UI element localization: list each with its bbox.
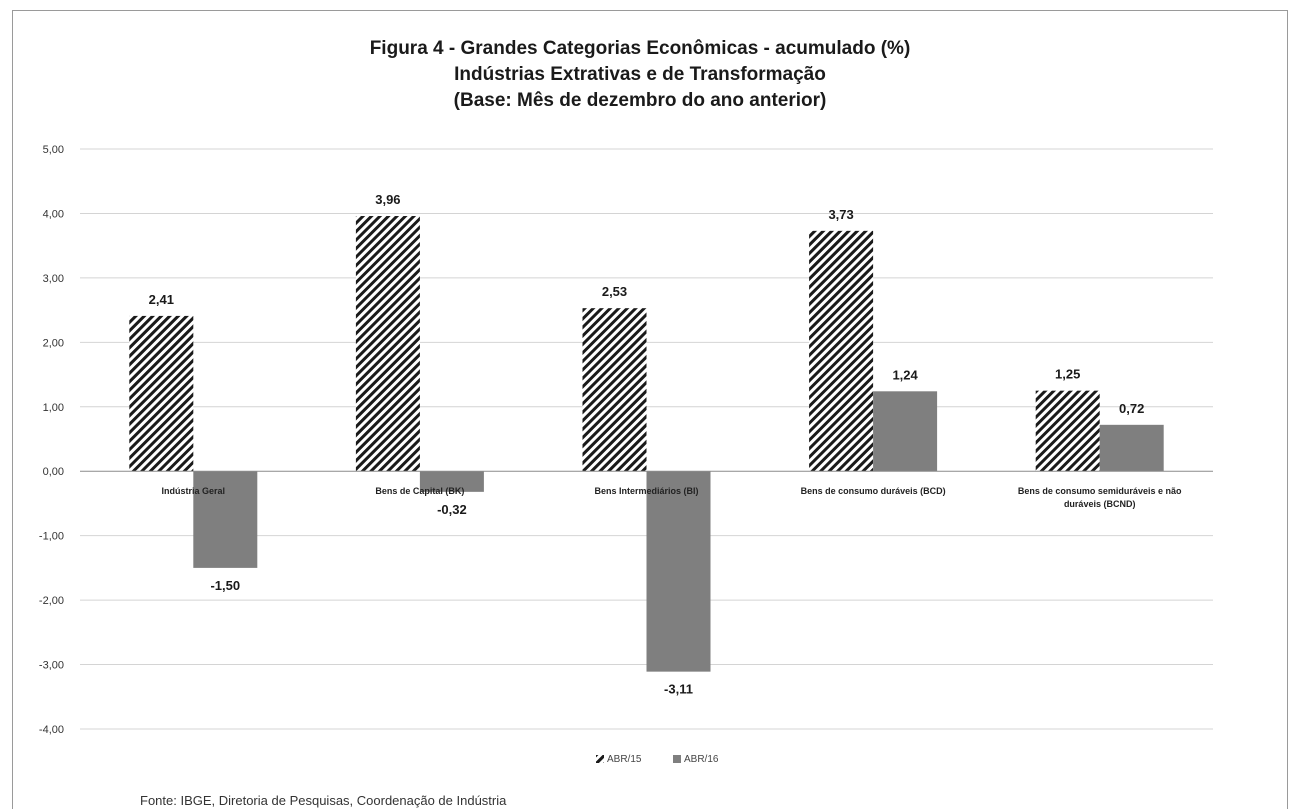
chart-title-line-3: (Base: Mês de dezembro do ano anterior) (453, 90, 827, 111)
data-label: -0,32 (437, 502, 467, 517)
y-axis-ticks: 5,00 4,00 3,00 2,00 1,00 0,00 -1,00 -2,00 -3,00 -… (39, 144, 64, 736)
y-tick-label: 2,00 (43, 337, 64, 349)
chart-frame (12, 10, 1288, 809)
category-label: Bens Intermediários (BI) (594, 486, 698, 496)
category-labels: Indústria Geral Bens de Capital (BK) Bens … (162, 486, 1182, 509)
y-tick-label: 3,00 (43, 273, 64, 285)
category-label: duráveis (BCND) (1064, 499, 1136, 509)
source-note: Fonte: IBGE, Diretoria de Pesquisas, Coo… (140, 793, 507, 808)
category-label: Bens de Capital (BK) (375, 486, 464, 496)
bar-abr15 (129, 315, 194, 472)
legend-label-abr15: ABR/15 (607, 754, 642, 765)
data-label: -3,11 (664, 682, 693, 697)
y-tick-label: -1,00 (39, 531, 64, 543)
bar-abr15 (809, 230, 874, 472)
legend-swatch-abr15 (596, 755, 604, 763)
legend-label-abr16: ABR/16 (684, 754, 719, 765)
legend: ABR/15 ABR/16 (596, 754, 719, 765)
data-label: 1,25 (1055, 367, 1080, 382)
chart-title: Figura 4 - Grandes Categorias Econômicas… (250, 36, 1030, 114)
chart-title-line-1: Figura 4 - Grandes Categorias Econômicas… (369, 38, 911, 59)
y-tick-label: -4,00 (39, 724, 64, 736)
chart-title-line-2: Indústrias Extrativas e de Transformação (454, 64, 826, 85)
bar-abr16 (419, 471, 484, 492)
category-label: Bens de consumo semiduráveis e não (1018, 486, 1182, 496)
bar-abr15 (582, 308, 647, 472)
y-tick-label: -2,00 (39, 595, 64, 607)
bar-abr16 (646, 471, 711, 672)
data-label: 3,73 (828, 207, 853, 222)
category-label: Indústria Geral (162, 486, 226, 496)
y-tick-label: 1,00 (43, 402, 64, 414)
legend-swatch-abr16 (673, 755, 681, 763)
bar-abr16 (1099, 424, 1164, 472)
bar-abr15 (355, 216, 420, 472)
data-label: 1,24 (892, 367, 918, 382)
data-label: -1,50 (210, 578, 240, 593)
bars (129, 216, 1164, 672)
data-label: 0,72 (1119, 401, 1144, 416)
bar-abr15 (1035, 390, 1100, 472)
y-tick-label: 4,00 (43, 208, 64, 220)
data-labels: 2,41 3,96 2,53 3,73 1,25 -1,50 -0,32 -3,11 1,24 0… (149, 192, 1145, 697)
y-tick-label: -3,00 (39, 660, 64, 672)
y-tick-label: 5,00 (43, 144, 64, 156)
category-label: Bens de consumo duráveis (BCD) (801, 486, 946, 496)
data-label: 2,41 (149, 292, 174, 307)
bar-abr16 (193, 471, 258, 568)
data-label: 3,96 (375, 192, 400, 207)
y-tick-label: 0,00 (43, 466, 64, 478)
bar-abr16 (873, 391, 938, 472)
data-label: 2,53 (602, 284, 627, 299)
